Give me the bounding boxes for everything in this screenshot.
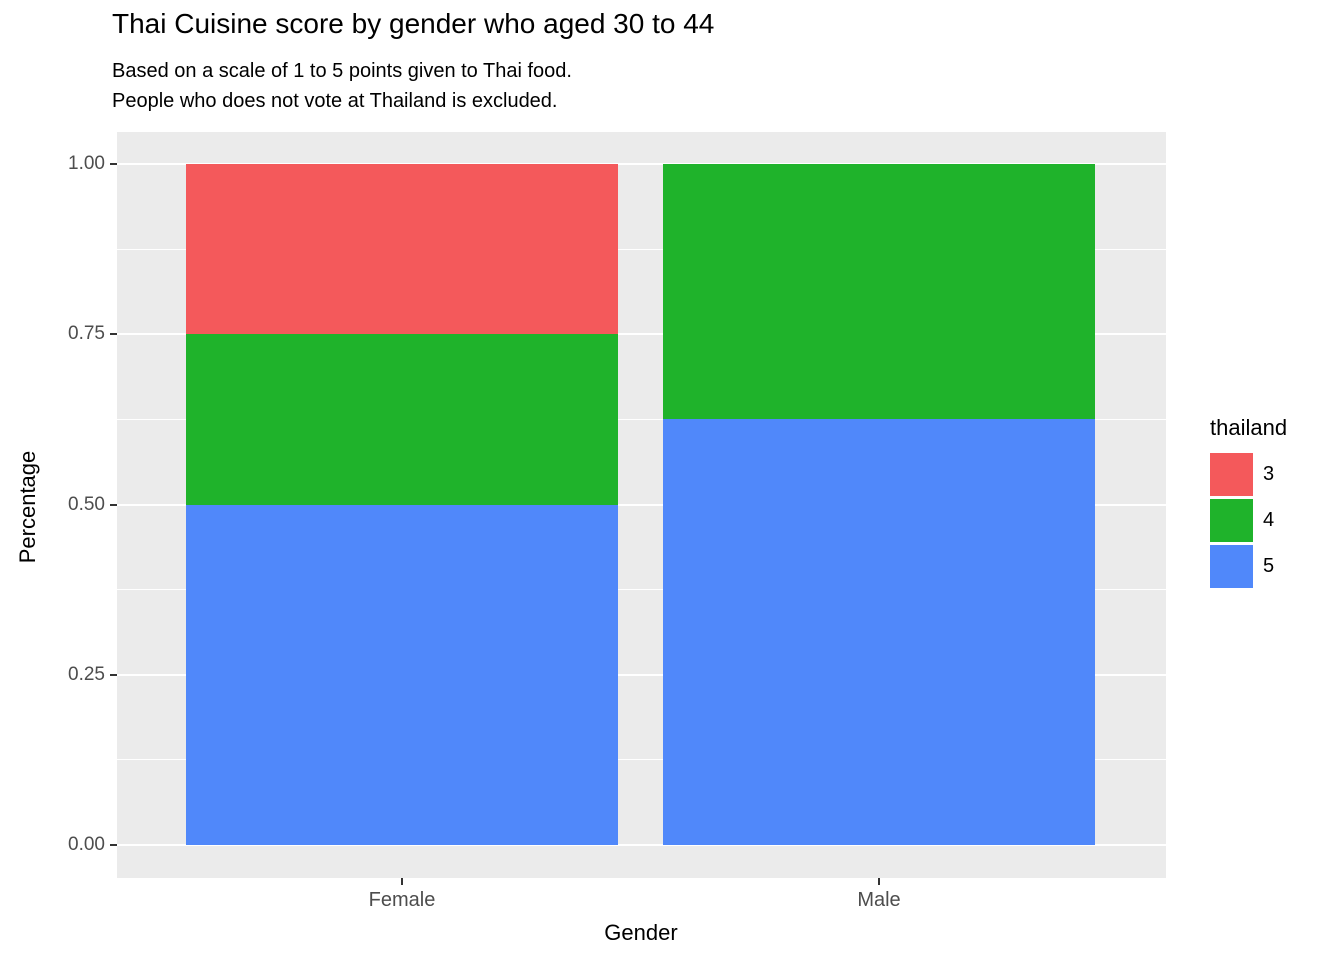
y-tick-label: 0.00	[68, 834, 105, 855]
y-tick-mark	[110, 503, 117, 506]
legend-key-label-4: 4	[1263, 509, 1275, 531]
legend-key-label-3: 3	[1263, 463, 1275, 485]
bar-segment-male-5	[663, 419, 1095, 845]
y-tick-label: 0.75	[68, 323, 105, 345]
gridline-minor	[117, 589, 1166, 591]
bar-segment-female-3	[186, 164, 618, 335]
y-tick-mark	[110, 673, 117, 676]
x-tick-mark	[878, 878, 880, 885]
y-tick-mark	[110, 163, 117, 165]
bar-segment-female-5	[186, 504, 618, 845]
y-axis-title: Percentage	[15, 450, 40, 564]
gridline-major	[117, 844, 1166, 846]
x-tick-label-male: Male	[857, 889, 901, 911]
chart-subtitle-line1: Based on a scale of 1 to 5 points given …	[112, 60, 572, 82]
gridline-minor	[117, 418, 1166, 420]
chart-title: Thai Cuisine score by gender who aged 30…	[112, 8, 715, 39]
legend-key-swatch-5	[1210, 545, 1253, 588]
gridline-major	[117, 503, 1166, 506]
plot-panel	[117, 132, 1166, 878]
chart-subtitle-line2: People who does not vote at Thailand is …	[112, 90, 558, 112]
gridline-major	[117, 333, 1166, 336]
x-tick-label-female: Female	[368, 889, 436, 911]
y-tick-label: 1.00	[68, 153, 105, 174]
y-tick-label: 0.25	[68, 663, 105, 685]
y-tick-mark	[110, 844, 117, 846]
bar-segment-female-4	[186, 334, 618, 505]
legend-key-label-5: 5	[1263, 555, 1275, 577]
gridline-major	[117, 673, 1166, 676]
y-tick-mark	[110, 333, 117, 336]
legend-title: thailand	[1210, 415, 1288, 440]
legend-key-swatch-3	[1210, 453, 1253, 496]
gridline-minor	[117, 248, 1166, 250]
bar-segment-male-4	[663, 164, 1095, 420]
gridline-major	[117, 163, 1166, 165]
legend-key-swatch-4	[1210, 499, 1253, 542]
x-axis-title: Gender	[604, 920, 678, 945]
gridline-minor	[117, 759, 1166, 761]
x-tick-mark	[401, 878, 403, 885]
y-tick-label: 0.50	[68, 493, 105, 515]
